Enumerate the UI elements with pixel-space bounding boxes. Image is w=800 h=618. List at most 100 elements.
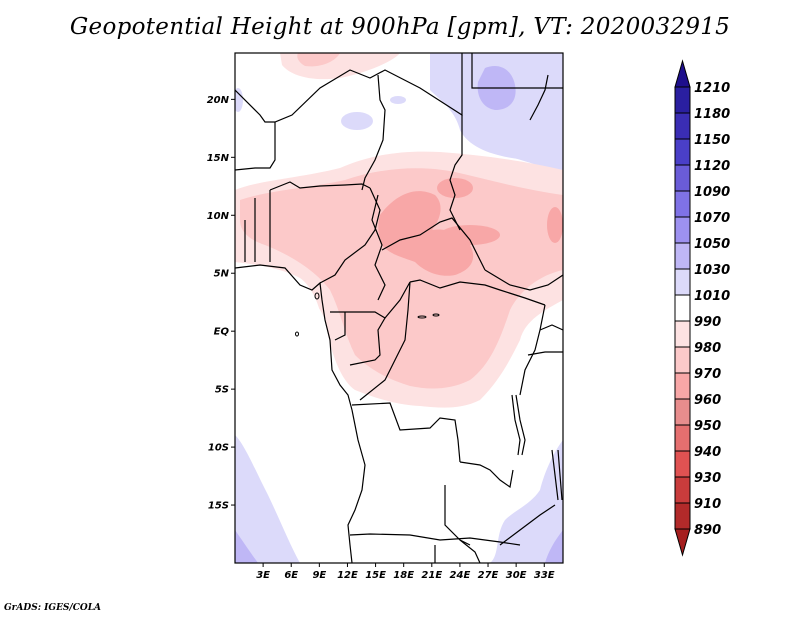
colorbar-top-arrow [674, 59, 691, 88]
field-region-sw-1030 [235, 530, 258, 563]
coast-gulf-guinea [235, 264, 353, 411]
lat-tick-label: 15N [207, 153, 230, 164]
colorbar: 1210 1180 1150 1120 1090 1070 1050 1030 1010 990 9… [674, 59, 730, 557]
border-chad-car [381, 217, 486, 271]
lon-tick-label: 6E [284, 570, 298, 581]
lon-tick-label: 18E [393, 570, 414, 581]
colorbar-swatch [674, 502, 691, 530]
field-region-north-red2 [297, 53, 340, 67]
colorbar-swatch [674, 86, 691, 114]
colorbar-swatch [674, 216, 691, 244]
lon-tick-label: 3E [256, 570, 270, 581]
colorbar-label: 1030 [694, 263, 730, 278]
colorbar-label: 930 [694, 471, 721, 486]
lake-mark [417, 315, 427, 319]
lake-malawi [551, 449, 563, 501]
lat-tick-label: 10N [207, 211, 230, 222]
field-blob [440, 225, 500, 245]
field-region-se-1010 [490, 440, 563, 563]
lon-tick-label: 33E [534, 570, 555, 581]
lat-axis: 20N 15N 10N 5N EQ 5S 10S 15S [207, 95, 235, 512]
colorbar-swatch [674, 294, 691, 322]
lake-mark [432, 313, 440, 317]
colorbar-swatch [674, 346, 691, 374]
border-libya-egypt [471, 53, 563, 89]
colorbar-label: 1180 [694, 107, 730, 122]
field-region-belt-970 [240, 168, 563, 389]
colorbar-swatch [674, 450, 691, 478]
lat-tick-label: 10S [208, 443, 229, 454]
colorbar-swatch [674, 268, 691, 296]
border-niger-chad [361, 74, 386, 191]
field-blob [390, 96, 406, 104]
lat-tick-label: 20N [207, 95, 230, 106]
border-congo-drc [359, 281, 411, 401]
island-sao-tome [295, 331, 299, 337]
colorbar-label: 1070 [694, 211, 730, 226]
lon-tick-label: 9E [312, 570, 326, 581]
field-blob [235, 88, 243, 112]
border-drc-zambia [459, 461, 514, 489]
lake-victoria-region [527, 324, 563, 356]
border-car-drc [409, 279, 546, 306]
lon-tick-label: 21E [421, 570, 442, 581]
island-bioko [314, 292, 320, 300]
border-east-drc [519, 304, 546, 396]
lat-tick-label: 15S [208, 501, 229, 512]
colorbar-swatch [674, 372, 691, 400]
lon-tick-label: 30E [506, 570, 527, 581]
lon-tick-label: 24E [450, 570, 471, 581]
colorbar-swatch [674, 424, 691, 452]
lon-tick-label: 27E [478, 570, 499, 581]
field-region-se-1030 [545, 530, 563, 563]
colorbar-label: 910 [694, 497, 721, 512]
colorbar-label: 890 [694, 523, 721, 538]
colorbar-swatch [674, 476, 691, 504]
colorbar-label: 970 [694, 367, 721, 382]
colorbar-swatch [674, 138, 691, 166]
field-region-sw-1010 [235, 435, 300, 563]
colorbar-bottom-arrow [674, 528, 691, 557]
field-region-belt-960 [378, 191, 474, 276]
lat-tick-label: 5N [214, 269, 230, 280]
lon-tick-label: 12E [337, 570, 358, 581]
colorbar-label: 1010 [694, 289, 730, 304]
colorbar-label: 1050 [694, 237, 730, 252]
colorbar-label: 940 [694, 445, 721, 460]
colorbar-label: 1120 [694, 159, 730, 174]
colorbar-label: 990 [694, 315, 721, 330]
field-blob [510, 549, 530, 561]
islands [295, 292, 440, 337]
border-niger-nigeria [269, 181, 371, 191]
field-region-ne-high2 [460, 110, 563, 165]
border-sudan-southsudan [484, 269, 563, 291]
field-region-west-clear [235, 262, 330, 395]
chart-title: Geopotential Height at 900hPa [gpm], VT:… [69, 14, 731, 40]
colorbar-swatch [674, 320, 691, 348]
colorbar-label: 980 [694, 341, 721, 356]
border-zambia-east [499, 504, 556, 546]
lon-tick-label: 15E [365, 570, 386, 581]
lat-tick-label: EQ [214, 327, 230, 338]
coast-angola [347, 409, 366, 563]
border-chad-sudan [449, 115, 463, 231]
colorbar-label: 950 [694, 419, 721, 434]
colorbar-label: 960 [694, 393, 721, 408]
field-blob [437, 178, 473, 198]
border-namibia-botswana [434, 539, 481, 563]
colorbar-label: 1090 [694, 185, 730, 200]
border-mali-niger [235, 122, 276, 171]
grads-credit: GrADS: IGES/COLA [4, 603, 102, 613]
shaded-field [235, 53, 563, 563]
plot-frame [234, 52, 564, 564]
colorbar-swatch [674, 190, 691, 218]
field-blob [547, 207, 563, 243]
colorbar-swatch [674, 242, 691, 270]
colorbar-label: 1150 [694, 133, 730, 148]
border-angola-zambia [444, 485, 471, 546]
coast-red-sea [529, 74, 549, 121]
lake-tanganyika [511, 394, 526, 456]
colorbar-swatch [674, 398, 691, 426]
border-benin-togo [244, 190, 271, 262]
